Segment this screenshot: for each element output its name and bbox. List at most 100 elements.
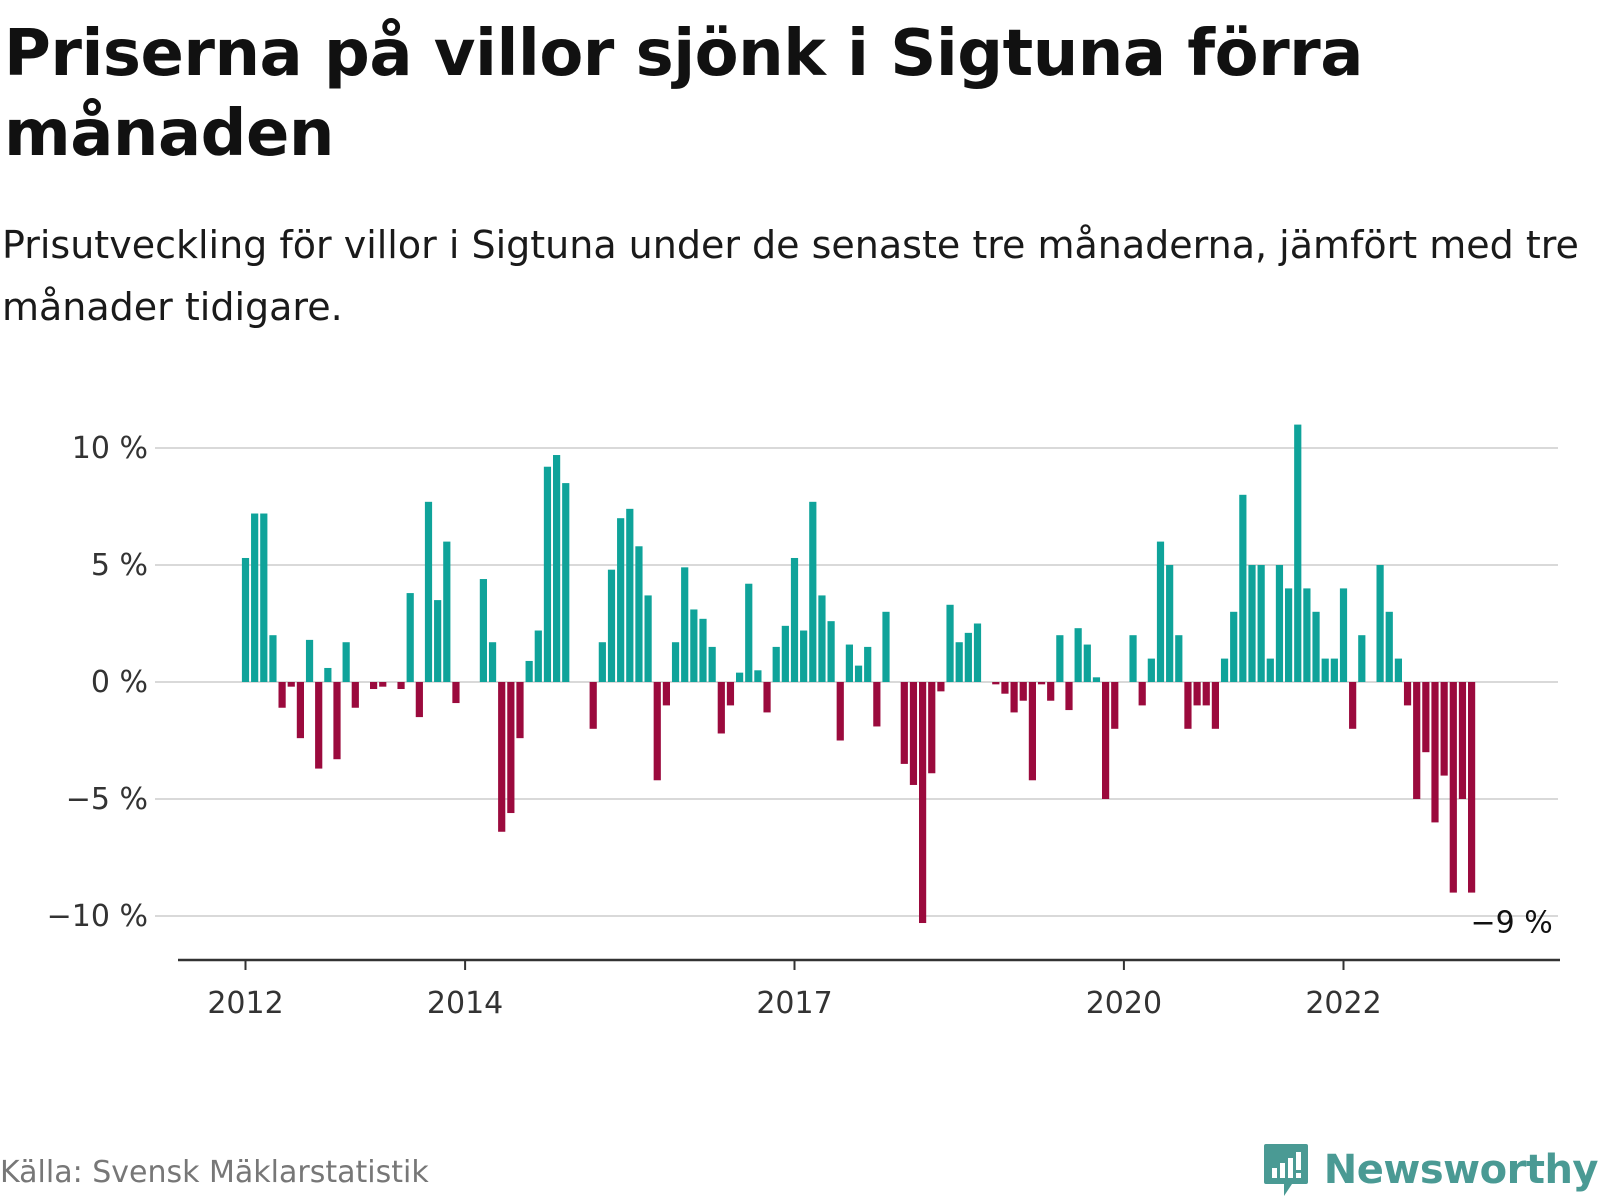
bar-positive [342,642,350,682]
bar-positive [1330,658,1338,682]
bar-positive [305,639,314,682]
bar-negative [1211,682,1219,729]
bar-positive [1303,588,1311,682]
bar-positive [946,604,954,682]
bar-negative [937,682,945,692]
bar-negative [397,682,405,690]
bar-positive [479,579,487,682]
chart-subtitle: Prisutveckling för villor i Sigtuna unde… [2,223,1579,329]
bar-positive [1083,644,1091,682]
x-tick-label: 2022 [1305,986,1381,1021]
bar-negative [900,682,908,764]
bar-negative [1458,682,1467,799]
bar-positive [955,642,963,682]
bar-positive [553,455,561,682]
bar-positive [1339,588,1348,682]
bar-negative [1403,682,1412,706]
bar-positive [699,618,707,682]
bar-negative [1047,682,1055,701]
y-tick-label: 5 % [91,548,148,583]
bar-positive [1321,658,1329,682]
bar-positive [1394,658,1402,682]
bar-positive [882,611,890,682]
bar-positive [434,600,442,682]
bar-negative [516,682,524,739]
y-tick-label: 0 % [91,665,148,700]
bar-positive [754,670,762,682]
bar-positive [1175,635,1183,682]
bar-positive [424,501,433,682]
newsworthy-logo-icon [1263,1144,1308,1196]
bar-negative [1449,682,1457,893]
bar-negative [873,682,881,727]
bar-negative [726,682,735,706]
bar-positive [543,466,552,682]
x-tick-label: 2012 [207,986,283,1021]
bar-positive [635,546,643,682]
bar-negative [1111,682,1119,729]
x-tick-label: 2017 [756,986,832,1021]
bar-negative [1440,682,1448,776]
bar-negative [370,682,378,690]
x-axis: 2012 2014 2017 2020 2022 [178,958,1560,1021]
x-tick-label: 2014 [427,986,503,1021]
bar-negative [992,682,1000,685]
bar-positive [1129,635,1137,682]
bar-negative [333,682,341,760]
bar-positive [260,513,268,682]
x-tick-label: 2020 [1086,986,1162,1021]
annotations: −9 % [1470,906,1552,941]
bar-positive [269,635,277,682]
bars [241,424,1476,924]
bar-positive [1056,635,1064,682]
bar-negative [296,682,304,739]
bar-negative [919,682,927,924]
bar-negative [662,682,670,706]
bar-negative [415,682,423,718]
bar-negative [1138,682,1146,706]
bar-negative [278,682,286,708]
bar-positive [607,569,616,682]
bar-negative [1037,682,1046,685]
bar-positive [406,593,414,682]
bar-positive [1156,541,1165,682]
bar-negative [1202,682,1210,706]
bar-positive [488,642,497,682]
source-note: Källa: Svensk Mäklarstatistik [0,1155,429,1190]
bar-positive [1294,424,1302,682]
bar-positive [617,518,625,682]
bar-positive [251,513,259,682]
bar-positive [1248,565,1256,682]
bar-positive [1266,658,1274,682]
bar-positive [324,667,332,682]
bar-negative [653,682,661,781]
brand-name: Newsworthy [1323,1147,1599,1193]
bar-positive [864,646,872,682]
bar-negative [1102,682,1110,799]
bar-negative [836,682,844,741]
bar-positive [818,595,826,682]
bar-negative [351,682,359,708]
bar-positive [708,646,716,682]
y-tick-label: −10 % [47,899,148,934]
bar-negative [1413,682,1421,799]
y-axis-labels: 10 % 5 % 0 % −5 % −10 % [47,431,148,934]
bar-positive [854,665,863,682]
bar-negative [1422,682,1430,753]
bar-negative [1349,682,1357,729]
bar-negative [909,682,918,785]
bar-positive [790,557,799,682]
y-tick-label: −5 % [66,782,148,817]
bar-negative [717,682,725,734]
bar-chart: 10 % 5 % 0 % −5 % −10 % 2012 2014 2017 2020 2022… [47,424,1560,1021]
bar-positive [1257,565,1265,682]
bar-positive [562,483,570,682]
bar-negative [452,682,460,704]
bar-positive [1092,677,1101,682]
bar-negative [507,682,515,814]
bar-positive [973,623,982,682]
bar-positive [1230,611,1238,682]
bar-positive [1385,611,1393,682]
bar-negative [1468,682,1476,893]
bar-positive [534,630,542,682]
